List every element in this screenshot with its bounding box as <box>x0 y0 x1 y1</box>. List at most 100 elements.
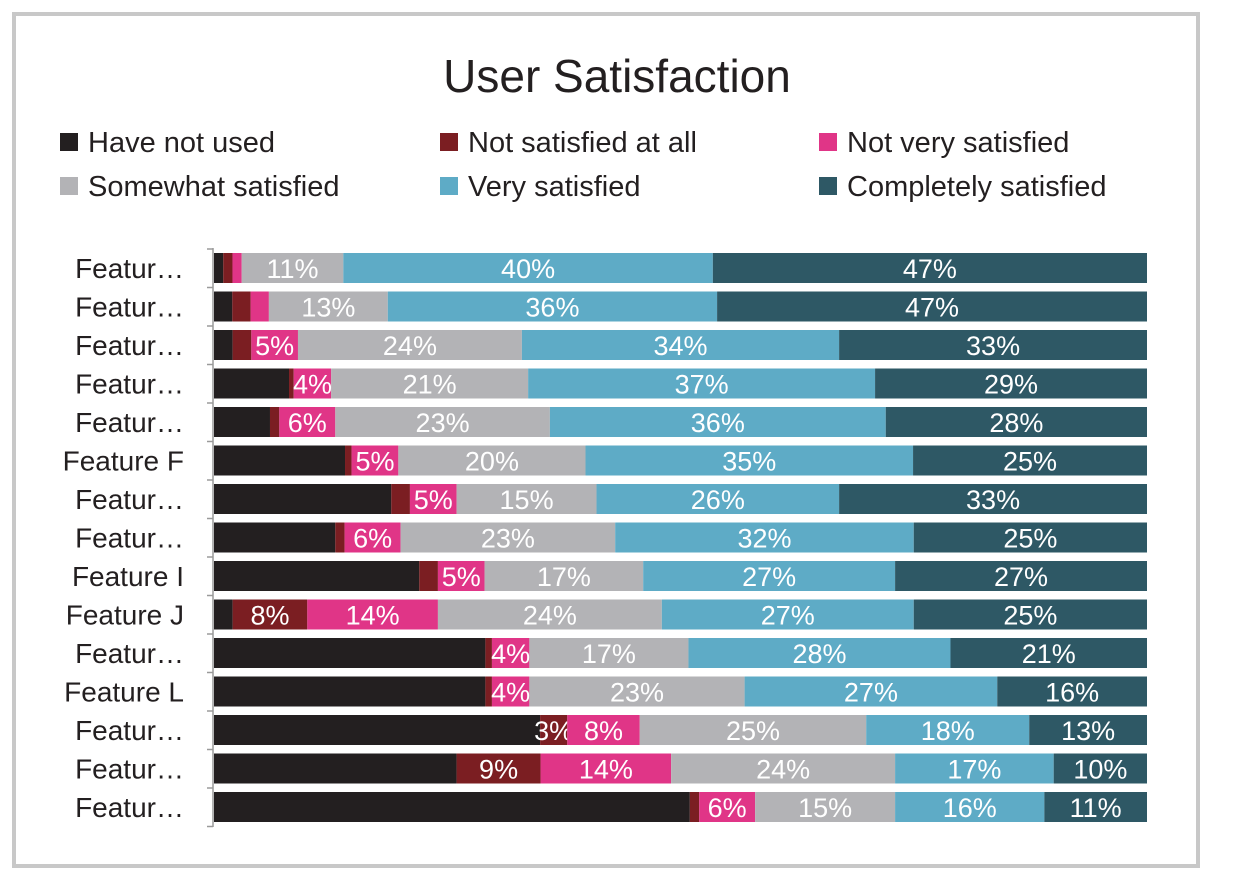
category-axis: Featur… Featur… Featur… Featur… Featur… Featu… <box>63 248 214 828</box>
bar-row: 4% 17% 28% 21% <box>214 638 1147 669</box>
bar-segment-completely-satisfied <box>895 561 1147 591</box>
bar-row: 4% 23% 27% 16% <box>214 676 1147 708</box>
legend-swatch <box>440 177 458 195</box>
data-label: 6% <box>708 793 747 823</box>
bar-segment-have-not-used <box>214 368 290 399</box>
legend-label: Not satisfied at all <box>468 127 697 159</box>
category-label: Feature F <box>63 446 184 477</box>
bar-segment-not-satisfied-at-all <box>456 753 541 784</box>
bar-segment-very-satisfied <box>895 792 1045 822</box>
data-label: 8% <box>584 716 623 746</box>
bar-segment-completely-satisfied <box>839 330 1147 360</box>
bar-row: 6% 23% 36% 28% <box>214 407 1147 438</box>
bar-segment-not-very-satisfied <box>232 253 242 283</box>
bar-segment-not-satisfied-at-all <box>419 561 438 591</box>
bar-segment-not-satisfied-at-all <box>223 253 233 283</box>
legend-swatch <box>60 133 78 151</box>
bar-segment-have-not-used <box>214 638 486 668</box>
data-label: 23% <box>416 408 470 438</box>
bar-segment-completely-satisfied <box>913 599 1147 630</box>
legend-item-have-not-used: Have not used <box>60 127 275 159</box>
category-label: Featur… <box>75 523 184 554</box>
chart-frame: User Satisfaction Have not used Not satis… <box>12 12 1200 868</box>
data-label: 17% <box>537 562 591 592</box>
data-label: 27% <box>742 562 796 592</box>
bar-segment-very-satisfied <box>895 753 1054 784</box>
bar-segment-completely-satisfied <box>885 407 1147 437</box>
bars: 11% 40% 47% 13% 36% 47% 5% 24% 34% 33% 4% 21% 37% 29%… <box>214 253 1147 823</box>
bar-segment-have-not-used <box>214 753 457 784</box>
data-label: 27% <box>761 601 815 631</box>
data-label: 11% <box>1070 793 1122 823</box>
data-label: 24% <box>756 755 810 785</box>
bar-segment-somewhat-satisfied <box>437 599 662 630</box>
bar-segment-very-satisfied <box>596 484 840 514</box>
bar-segment-completely-satisfied <box>1053 753 1147 784</box>
bar-segment-have-not-used <box>214 561 420 591</box>
bar-segment-very-satisfied <box>643 561 896 591</box>
bar-segment-have-not-used <box>214 445 346 476</box>
data-label: 28% <box>989 408 1043 438</box>
bar-segment-completely-satisfied <box>997 676 1147 707</box>
category-label: Featur… <box>75 715 184 746</box>
legend-item-somewhat-satisfied: Somewhat satisfied <box>60 171 339 203</box>
legend-item-not-satisfied-at-all: Not satisfied at all <box>440 127 697 159</box>
data-label: 24% <box>383 331 437 361</box>
bar-segment-somewhat-satisfied <box>484 561 644 591</box>
bar-segment-not-very-satisfied <box>251 330 298 360</box>
category-label: Feature J <box>66 600 184 631</box>
data-label: 15% <box>500 485 554 515</box>
data-label: 4% <box>293 370 332 400</box>
bar-segment-not-satisfied-at-all <box>485 676 492 707</box>
data-label: 13% <box>301 293 355 323</box>
bar-segment-have-not-used <box>214 291 233 322</box>
bar-segment-completely-satisfied <box>1029 715 1147 745</box>
bar-segment-very-satisfied <box>521 330 840 360</box>
bar-row: 9% 14% 24% 17% 10% <box>214 753 1147 785</box>
data-label: 24% <box>523 601 577 631</box>
legend-item-not-very-satisfied: Not very satisfied <box>819 127 1069 159</box>
data-label: 34% <box>653 331 707 361</box>
bar-segment-not-satisfied-at-all <box>232 599 308 630</box>
legend-item-very-satisfied: Very satisfied <box>440 171 640 203</box>
bar-row: 5% 15% 26% 33% <box>214 484 1147 515</box>
bar-segment-very-satisfied <box>744 676 998 707</box>
data-label: 9% <box>479 755 518 785</box>
bar-segment-have-not-used <box>214 253 224 283</box>
bar-segment-not-satisfied-at-all <box>269 407 280 437</box>
bar-segment-not-very-satisfied <box>293 368 332 399</box>
bar-segment-very-satisfied <box>549 407 886 437</box>
data-label: 23% <box>481 524 535 554</box>
bar-segment-not-satisfied-at-all <box>689 792 700 822</box>
bar-segment-have-not-used <box>214 715 541 745</box>
bar-segment-not-satisfied-at-all <box>391 484 410 514</box>
category-label: Feature L <box>64 677 184 708</box>
data-label: 25% <box>1003 524 1057 554</box>
bar-segment-very-satisfied <box>585 445 914 476</box>
data-label: 16% <box>943 793 997 823</box>
bar-segment-completely-satisfied <box>839 484 1147 514</box>
bar-segment-very-satisfied <box>866 715 1030 745</box>
data-label: 27% <box>994 562 1048 592</box>
chart-title: User Satisfaction <box>443 50 791 102</box>
data-label: 28% <box>792 639 846 669</box>
data-label: 33% <box>966 331 1020 361</box>
data-label: 23% <box>610 678 664 708</box>
data-label: 21% <box>403 370 457 400</box>
legend-swatch <box>60 177 78 195</box>
bar-segment-not-very-satisfied <box>344 522 401 553</box>
legend: Have not used Not satisfied at all Not ver… <box>60 127 1107 203</box>
data-label: 4% <box>491 639 530 669</box>
data-label: 5% <box>442 562 481 592</box>
category-label: Featur… <box>75 369 184 400</box>
bar-segment-have-not-used <box>214 484 392 514</box>
bar-segment-have-not-used <box>214 330 233 360</box>
category-label: Featur… <box>75 330 184 361</box>
bar-segment-have-not-used <box>214 522 336 553</box>
data-label: 10% <box>1073 755 1127 785</box>
data-label: 21% <box>1022 639 1076 669</box>
data-label: 33% <box>966 485 1020 515</box>
data-label: 18% <box>921 716 975 746</box>
bar-segment-have-not-used <box>214 676 486 707</box>
bar-row: 5% 20% 35% 25% <box>214 445 1147 477</box>
